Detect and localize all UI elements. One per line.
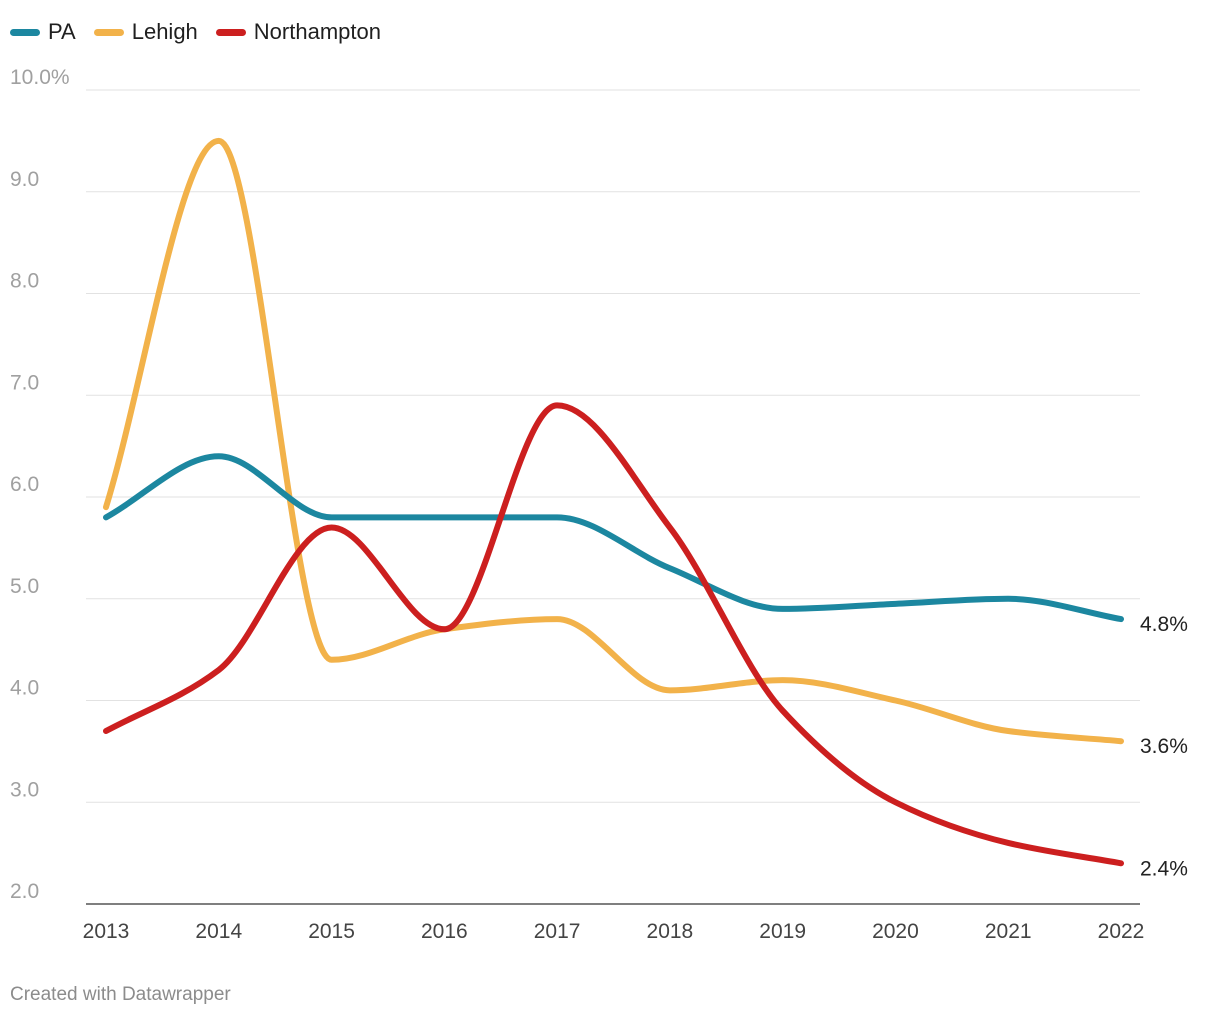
line-chart: 10.0% 9.0 8.0 7.0 6.0 5.0 4.0 3.0 2.0 2013 2014 201… bbox=[10, 66, 1188, 943]
end-label-pa: 4.8% bbox=[1140, 613, 1188, 636]
x-tick-label: 2017 bbox=[534, 920, 581, 943]
series-line-pa bbox=[103, 453, 1124, 623]
x-tick-label: 2014 bbox=[195, 920, 242, 943]
y-tick-label: 6.0 bbox=[10, 473, 39, 496]
chart-legend: PA Lehigh Northampton bbox=[10, 18, 399, 46]
x-tick-label: 2016 bbox=[421, 920, 468, 943]
end-label-northampton: 2.4% bbox=[1140, 857, 1188, 880]
x-tick-label: 2018 bbox=[647, 920, 694, 943]
y-tick-label: 7.0 bbox=[10, 371, 39, 394]
end-label-lehigh: 3.6% bbox=[1140, 735, 1188, 758]
legend-label-pa: PA bbox=[48, 19, 76, 44]
footer-credit: Created with Datawrapper bbox=[10, 984, 231, 1005]
y-tick-label: 8.0 bbox=[10, 270, 39, 293]
x-tick-label: 2021 bbox=[985, 920, 1032, 943]
legend-swatch-northampton bbox=[215, 28, 246, 36]
series-line-lehigh bbox=[103, 137, 1124, 745]
legend-swatch-pa bbox=[10, 28, 40, 36]
legend-label-lehigh: Lehigh bbox=[131, 19, 198, 44]
y-tick-label: 9.0 bbox=[10, 168, 39, 191]
x-tick-label: 2015 bbox=[308, 920, 355, 943]
x-tick-label: 2013 bbox=[83, 920, 130, 943]
series-line-northampton bbox=[103, 402, 1124, 867]
x-tick-label: 2020 bbox=[872, 920, 919, 943]
legend-swatch-lehigh bbox=[93, 28, 124, 36]
legend-label-northampton: Northampton bbox=[253, 19, 381, 44]
y-tick-label: 5.0 bbox=[10, 575, 39, 598]
legend-item-pa: PA bbox=[10, 19, 76, 45]
legend-item-northampton: Northampton bbox=[215, 19, 381, 45]
x-tick-label: 2019 bbox=[759, 920, 806, 943]
y-tick-label: 4.0 bbox=[10, 677, 39, 700]
x-tick-label: 2022 bbox=[1098, 920, 1145, 943]
y-tick-label: 10.0% bbox=[10, 66, 70, 89]
y-tick-label: 2.0 bbox=[10, 880, 39, 903]
legend-item-lehigh: Lehigh bbox=[93, 19, 198, 45]
y-tick-label: 3.0 bbox=[10, 778, 39, 801]
